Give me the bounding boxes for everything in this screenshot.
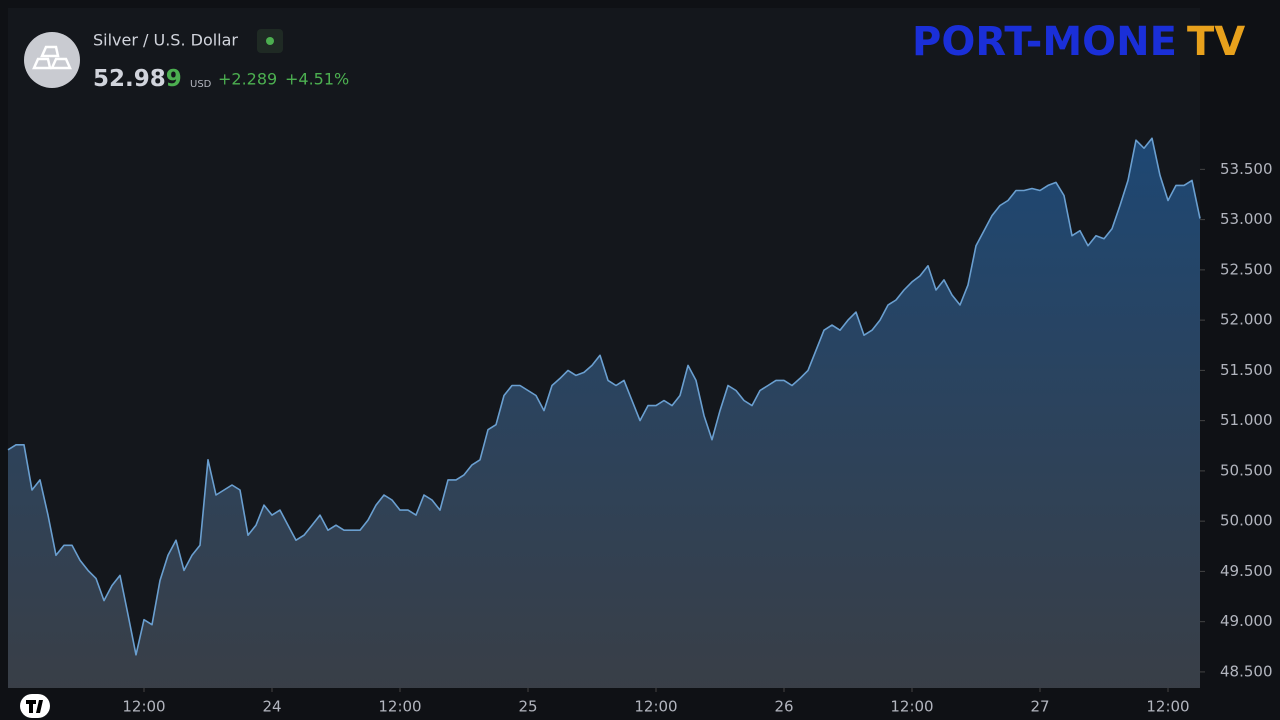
y-tick-label: 51.500 [1220, 361, 1273, 379]
y-tick-label: 49.000 [1220, 612, 1273, 630]
y-tick-label: 51.000 [1220, 411, 1273, 429]
x-tick-label: 25 [518, 698, 537, 716]
logo-sub: TV [1187, 19, 1245, 65]
x-tick-label: 26 [774, 698, 793, 716]
price-main: 52.98 [93, 66, 166, 92]
y-tick-label: 49.500 [1220, 562, 1273, 580]
x-tick-label: 27 [1030, 698, 1049, 716]
logo: PORT-MONE TV [912, 19, 1245, 65]
y-tick-label: 50.500 [1220, 461, 1273, 479]
price-line [7, 137, 1201, 656]
x-tick-label: 12:00 [890, 698, 933, 716]
status-dot [266, 37, 274, 45]
x-tick-label: 24 [262, 698, 281, 716]
price: 52.989 [93, 66, 182, 92]
x-tick-label: 12:00 [1146, 698, 1189, 716]
symbol-title: Silver / U.S. Dollar [93, 31, 238, 50]
price-last: 9 [166, 66, 182, 92]
tv-logo [26, 700, 43, 713]
y-tick-label: 50.000 [1220, 512, 1273, 530]
area-fill [8, 138, 1200, 688]
logo-main: PORT-MONE [912, 19, 1177, 65]
plot [7, 137, 1201, 688]
tv-badge [20, 694, 50, 718]
icon-bars [32, 45, 72, 70]
symbol-icon [24, 32, 80, 88]
y-tick-label: 48.500 [1220, 662, 1273, 680]
y-tick-label: 52.500 [1220, 260, 1273, 278]
change-pct: +4.51% [285, 70, 349, 89]
y-tick-label: 52.000 [1220, 311, 1273, 329]
y-tick-label: 53.000 [1220, 210, 1273, 228]
currency: USD [190, 79, 212, 90]
x-tick-label: 12:00 [122, 698, 165, 716]
change: +2.289 [218, 70, 277, 89]
x-tick-label: 12:00 [634, 698, 677, 716]
x-tick-label: 12:00 [378, 698, 421, 716]
y-tick-label: 53.500 [1220, 160, 1273, 178]
